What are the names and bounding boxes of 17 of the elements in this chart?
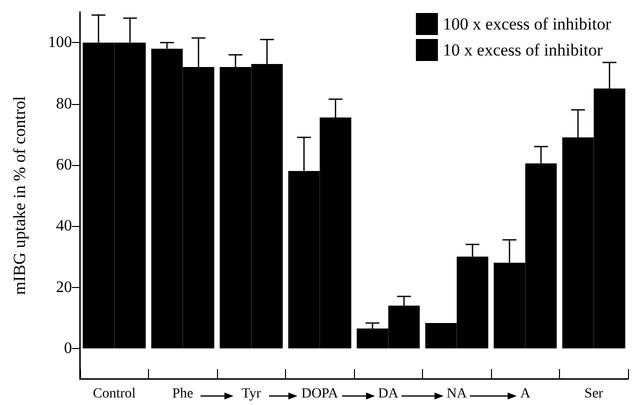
y-tick-label: 20 — [56, 278, 72, 296]
y-tick-label: 60 — [56, 156, 72, 174]
legend-label: 10 x excess of inhibitor — [442, 40, 603, 60]
x-tick-label: Phe — [172, 386, 194, 402]
legend-label: 100 x excess of inhibitor — [442, 14, 612, 34]
x-tick-label: A — [520, 386, 532, 402]
y-tick-label: 0 — [64, 340, 72, 357]
y-tick-label: 100 — [48, 34, 72, 52]
x-tick-label: Ser — [584, 386, 604, 402]
y-axis-title: mIBG uptake in % of control — [10, 96, 29, 295]
x-tick-label: Control — [92, 386, 136, 402]
x-tick-label: Tyr — [242, 386, 262, 402]
x-tick-label: NA — [446, 386, 468, 402]
y-tick-label: 40 — [56, 218, 72, 235]
x-tick-label: DOPA — [301, 386, 340, 402]
y-tick-label: 80 — [56, 95, 72, 112]
x-tick-label: DA — [378, 386, 400, 402]
